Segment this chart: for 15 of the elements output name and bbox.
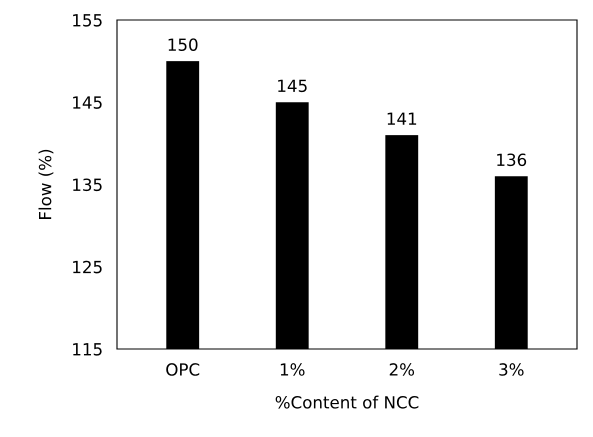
y-axis-title: Flow (%) <box>38 150 54 219</box>
x-tick-label: 1% <box>280 363 305 376</box>
data-label: 145 <box>278 80 307 92</box>
x-tick-label: 2% <box>390 363 414 376</box>
x-axis-title: %Content of NCC <box>276 396 418 409</box>
y-tick-label: 135 <box>73 178 102 192</box>
x-tick-label: 3% <box>499 363 524 376</box>
y-tick-label: 155 <box>73 14 102 27</box>
y-tick-label: 125 <box>73 260 102 274</box>
data-label: 150 <box>168 38 198 51</box>
y-tick-label: 145 <box>73 96 102 109</box>
data-label: 141 <box>388 112 416 125</box>
data-label: 136 <box>497 153 526 166</box>
y-tick-label: 115 <box>73 343 102 356</box>
x-tick-label: OPC <box>166 363 200 376</box>
